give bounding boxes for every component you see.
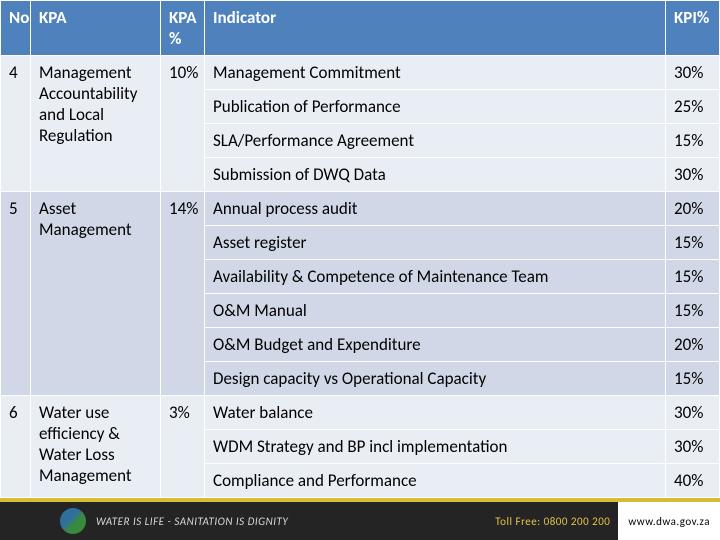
cell-no: 5	[1, 192, 31, 396]
cell-kpa-pct: 3%	[161, 396, 205, 498]
footer-tollfree: Toll Free: 0800 200 200	[495, 515, 610, 528]
cell-indicator: Asset register	[205, 226, 666, 260]
page-footer: WATER IS LIFE - SANITATION IS DIGNITY To…	[0, 498, 720, 540]
cell-indicator: WDM Strategy and BP incl implementation	[205, 430, 666, 464]
col-header-no: No	[1, 1, 31, 56]
cell-kpa: Management Accountability and Local Regu…	[31, 56, 161, 192]
kpa-table: No KPA KPA % Indicator KPI% 4Management …	[0, 0, 720, 498]
cell-kpi: 15%	[666, 362, 720, 396]
col-header-kpa: KPA	[31, 1, 161, 56]
cell-indicator: Submission of DWQ Data	[205, 158, 666, 192]
footer-slogan: WATER IS LIFE - SANITATION IS DIGNITY	[96, 515, 288, 528]
cell-kpi: 15%	[666, 124, 720, 158]
cell-indicator: Management Commitment	[205, 56, 666, 90]
cell-kpi: 30%	[666, 158, 720, 192]
cell-kpi: 30%	[666, 56, 720, 90]
cell-indicator: Water balance	[205, 396, 666, 430]
cell-kpi: 15%	[666, 294, 720, 328]
footer-url: www.dwa.gov.za	[628, 515, 710, 528]
cell-no: 4	[1, 56, 31, 192]
table-row: 5Asset Management14%Annual process audit…	[1, 192, 720, 226]
cell-indicator: Publication of Performance	[205, 90, 666, 124]
cell-indicator: O&M Budget and Expenditure	[205, 328, 666, 362]
cell-kpi: 15%	[666, 260, 720, 294]
footer-url-wrap: www.dwa.gov.za	[618, 502, 720, 540]
cell-kpi: 30%	[666, 430, 720, 464]
cell-kpi: 15%	[666, 226, 720, 260]
table-header-row: No KPA KPA % Indicator KPI%	[1, 1, 720, 56]
cell-kpi: 20%	[666, 328, 720, 362]
cell-indicator: Annual process audit	[205, 192, 666, 226]
kpa-table-container: No KPA KPA % Indicator KPI% 4Management …	[0, 0, 720, 498]
cell-kpi: 25%	[666, 90, 720, 124]
cell-no: 6	[1, 396, 31, 498]
cell-kpa: Water use efficiency & Water Loss Manage…	[31, 396, 161, 498]
cell-kpa: Asset Management	[31, 192, 161, 396]
col-header-kpi-pct: KPI%	[666, 1, 720, 56]
cell-indicator: Design capacity vs Operational Capacity	[205, 362, 666, 396]
table-row: 6Water use efficiency & Water Loss Manag…	[1, 396, 720, 430]
footer-main: WATER IS LIFE - SANITATION IS DIGNITY To…	[0, 502, 720, 540]
cell-kpi: 30%	[666, 396, 720, 430]
cell-kpi: 40%	[666, 464, 720, 498]
col-header-indicator: Indicator	[205, 1, 666, 56]
col-header-kpa-pct: KPA %	[161, 1, 205, 56]
cell-indicator: SLA/Performance Agreement	[205, 124, 666, 158]
cell-kpi: 20%	[666, 192, 720, 226]
cell-indicator: Compliance and Performance	[205, 464, 666, 498]
cell-kpa-pct: 14%	[161, 192, 205, 396]
cell-indicator: Availability & Competence of Maintenance…	[205, 260, 666, 294]
cell-kpa-pct: 10%	[161, 56, 205, 192]
dept-logo-icon	[60, 508, 86, 534]
table-row: 4Management Accountability and Local Reg…	[1, 56, 720, 90]
cell-indicator: O&M Manual	[205, 294, 666, 328]
